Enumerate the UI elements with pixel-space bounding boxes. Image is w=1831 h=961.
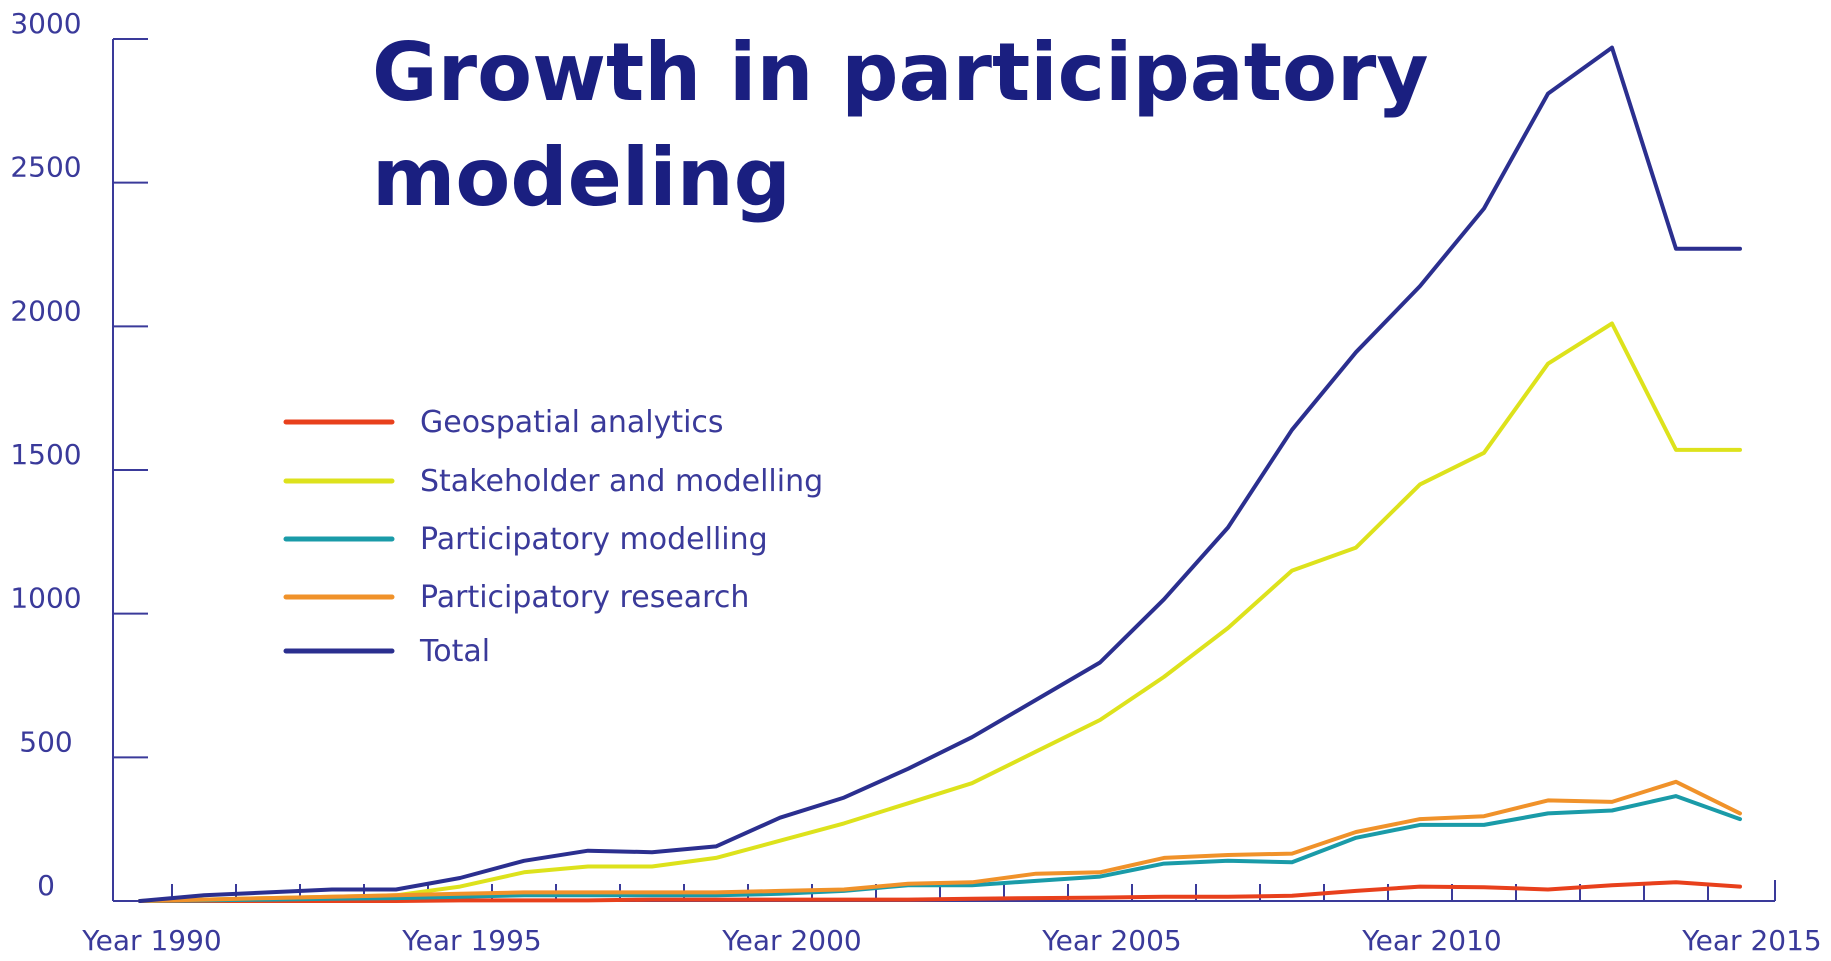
legend-label: Participatory modelling [420, 522, 768, 557]
series-line-geospatial-analytics [138, 880, 1742, 903]
chart-title-line: Growth in participatory [372, 26, 1429, 119]
series-line-total [138, 45, 1742, 903]
x-axis: Year 1990 Year 1995 Year 2000 Year 2005 Year… [81, 880, 1822, 957]
x-tick-label: Year 2010 [1361, 924, 1501, 957]
y-tick-label: 1500 [10, 438, 81, 471]
series-lines [138, 45, 1742, 903]
legend: Geospatial analytics Stakeholder and mode… [283, 405, 823, 669]
chart-title: Growth in participatory modeling [372, 26, 1429, 224]
y-tick-label: 2500 [10, 151, 81, 184]
y-axis: 0 500 1000 1500 2000 2500 3000 [10, 7, 148, 902]
legend-label: Participatory research [420, 580, 749, 615]
series-line-stakeholder-and-modelling [138, 321, 1742, 903]
y-tick-label: 1000 [10, 582, 81, 615]
legend-label: Total [419, 634, 490, 669]
y-tick-label: 2000 [10, 294, 81, 327]
y-tick-label: 0 [37, 869, 55, 902]
x-tick-label: Year 2000 [721, 924, 861, 957]
y-tick-label: 500 [19, 725, 72, 758]
x-tick-label: Year 2015 [1681, 924, 1821, 957]
x-tick-label: Year 2005 [1041, 924, 1181, 957]
series-line-participatory-research [138, 779, 1742, 903]
legend-label: Stakeholder and modelling [420, 464, 823, 499]
chart-title-line: modeling [372, 131, 791, 224]
legend-label: Geospatial analytics [420, 405, 724, 440]
series-line-participatory-modelling [138, 794, 1742, 903]
x-tick-label: Year 1990 [81, 924, 221, 957]
y-tick-label: 3000 [10, 7, 81, 40]
x-tick-label: Year 1995 [401, 924, 541, 957]
